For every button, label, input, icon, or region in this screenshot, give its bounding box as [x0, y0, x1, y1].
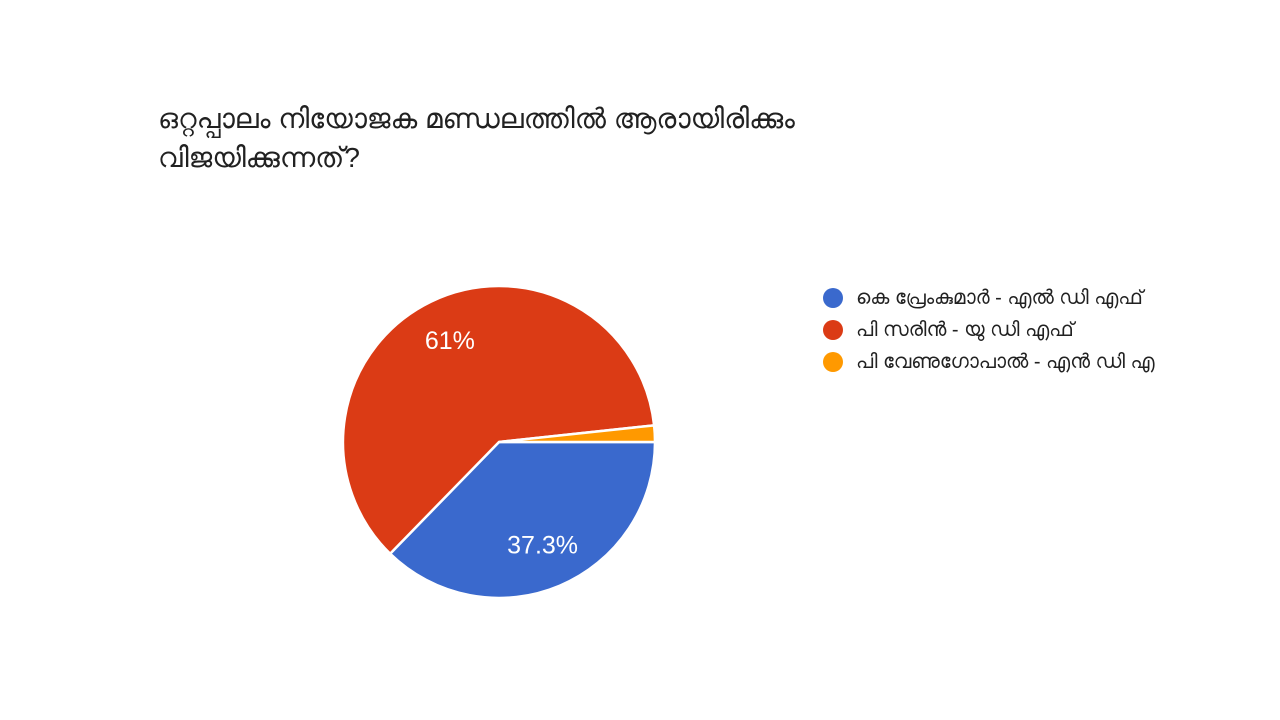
chart-legend: കെ പ്രേംകുമാർ - എൽ ഡി എഫ് പി സരിൻ - യു ഡ…: [823, 283, 1159, 379]
pie-slice-premkumar-ldf[interactable]: [388, 440, 657, 600]
pie-slice-sarin-udf[interactable]: [341, 284, 656, 555]
pie-chart-container: 37.3% 61%: [341, 284, 657, 600]
legend-item: കെ പ്രേംകുമാർ - എൽ ഡി എഫ്: [823, 283, 1159, 314]
question-title-line-2: വിജയിക്കുന്നത്?: [158, 142, 360, 173]
pie-slice-venugopal-nda[interactable]: [497, 424, 657, 444]
pie-slice-percentage-label: 61%: [425, 327, 475, 355]
question-title-line-1: ഒറ്റപ്പാലം നിയോജക മണ്ഡലത്തിൽ ആരായിരിക്കു…: [158, 103, 795, 134]
legend-swatch-icon: [823, 320, 843, 340]
pie-slice-percentage-label: 37.3%: [507, 532, 578, 560]
legend-item-label: പി വേണുഗോപാൽ - എൻ ഡി എ: [856, 351, 1155, 373]
pie-chart: 37.3% 61%: [341, 284, 657, 600]
legend-item-label: കെ പ്രേംകുമാർ - എൽ ഡി എഫ്: [856, 287, 1143, 309]
legend-swatch-icon: [823, 352, 843, 372]
legend-item-label: പി സരിൻ - യു ഡി എഫ്: [856, 319, 1074, 341]
legend-swatch-icon: [823, 288, 843, 308]
question-title: ഒറ്റപ്പാലം നിയോജക മണ്ഡലത്തിൽ ആരായിരിക്കു…: [158, 99, 958, 177]
legend-item: പി വേണുഗോപാൽ - എൻ ഡി എ: [823, 347, 1159, 378]
legend-item: പി സരിൻ - യു ഡി എഫ്: [823, 315, 1159, 346]
